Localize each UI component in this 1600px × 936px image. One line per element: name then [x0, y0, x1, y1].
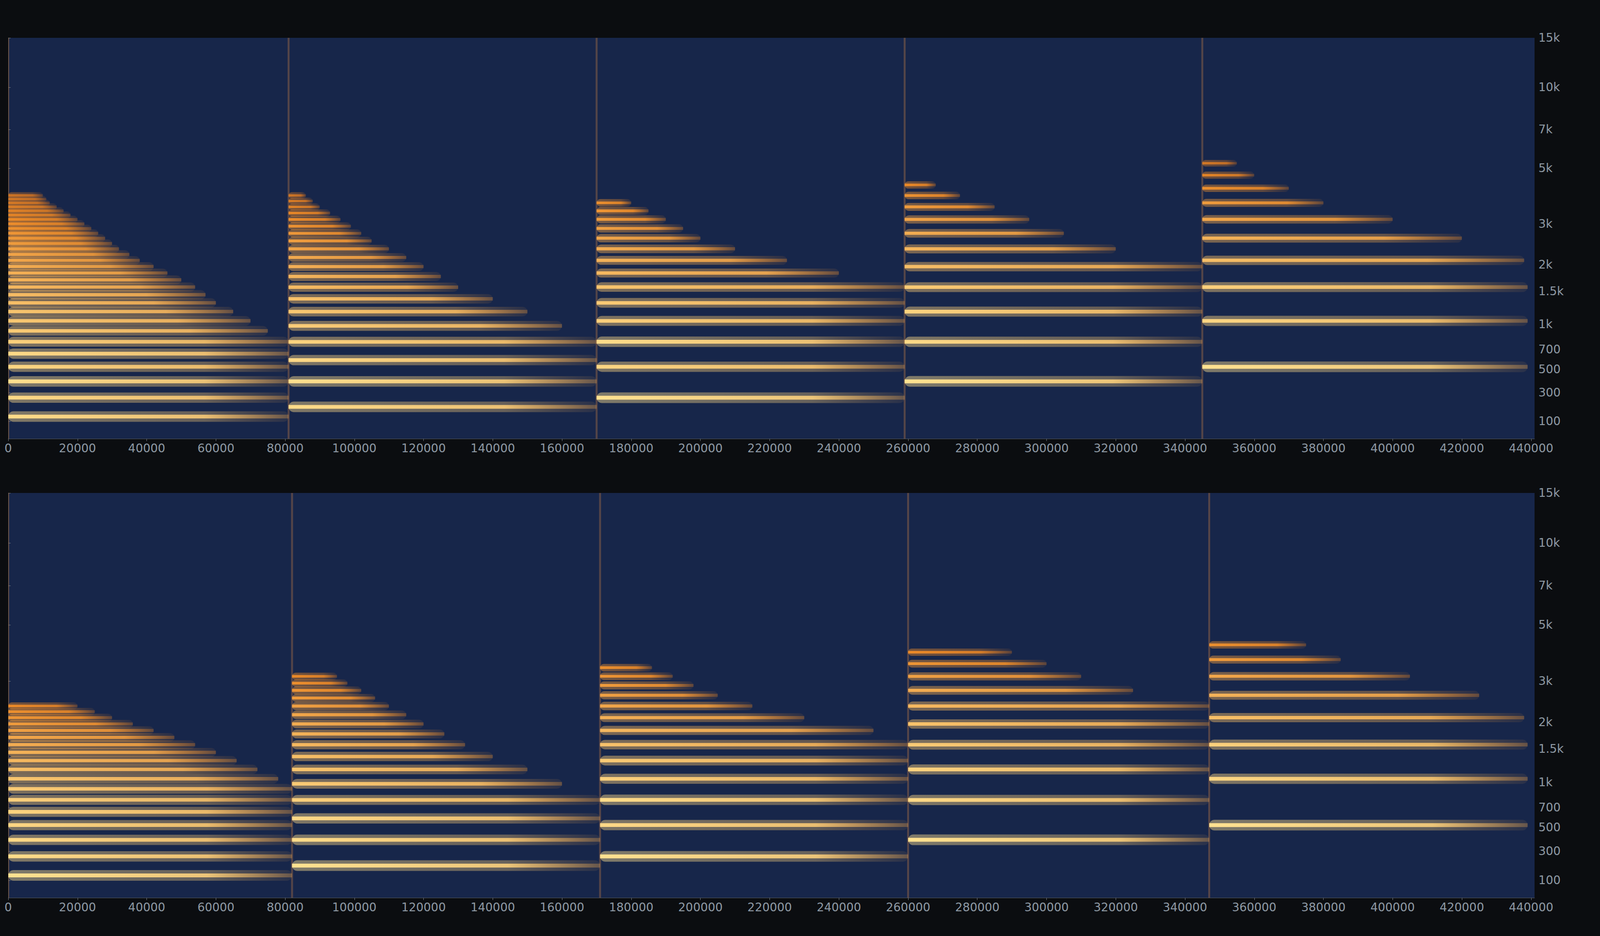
svg-text:15k: 15k [1538, 31, 1561, 45]
svg-text:10k: 10k [1538, 536, 1561, 550]
svg-text:280000: 280000 [955, 441, 1000, 456]
svg-text:180000: 180000 [608, 441, 654, 456]
svg-text:40000: 40000 [128, 441, 165, 456]
svg-text:120000: 120000 [401, 900, 447, 915]
svg-text:0: 0 [4, 900, 12, 915]
svg-text:1.5k: 1.5k [1538, 742, 1564, 756]
svg-text:200000: 200000 [678, 441, 723, 456]
svg-text:700: 700 [1538, 800, 1561, 815]
svg-text:2k: 2k [1538, 715, 1553, 730]
svg-text:60000: 60000 [197, 441, 235, 456]
svg-text:100000: 100000 [332, 900, 377, 915]
svg-text:120000: 120000 [401, 441, 447, 456]
svg-text:420000: 420000 [1439, 441, 1485, 456]
svg-text:200000: 200000 [678, 900, 723, 915]
svg-text:180000: 180000 [608, 900, 654, 915]
svg-text:100000: 100000 [332, 441, 377, 456]
svg-text:260000: 260000 [885, 441, 931, 456]
svg-text:20000: 20000 [59, 900, 96, 915]
svg-text:60000: 60000 [197, 900, 235, 915]
svg-text:10k: 10k [1538, 80, 1561, 95]
svg-text:3k: 3k [1538, 217, 1553, 231]
svg-text:1k: 1k [1538, 317, 1553, 332]
svg-text:500: 500 [1538, 362, 1561, 377]
svg-text:500: 500 [1538, 820, 1561, 835]
svg-text:340000: 340000 [1162, 441, 1208, 456]
svg-text:1k: 1k [1538, 775, 1553, 790]
svg-text:240000: 240000 [816, 441, 862, 456]
svg-text:220000: 220000 [747, 900, 793, 915]
svg-text:5k: 5k [1538, 618, 1553, 632]
svg-text:700: 700 [1538, 342, 1561, 357]
svg-text:2k: 2k [1538, 257, 1553, 272]
svg-text:160000: 160000 [539, 900, 585, 915]
svg-text:360000: 360000 [1232, 441, 1277, 456]
svg-text:140000: 140000 [470, 441, 516, 456]
svg-text:300000: 300000 [1024, 441, 1070, 456]
svg-text:260000: 260000 [885, 900, 931, 915]
svg-text:320000: 320000 [1093, 441, 1138, 456]
svg-text:420000: 420000 [1439, 900, 1485, 915]
svg-text:220000: 220000 [747, 441, 793, 456]
svg-text:300000: 300000 [1024, 900, 1070, 915]
svg-text:280000: 280000 [955, 900, 1000, 915]
svg-text:140000: 140000 [470, 900, 516, 915]
svg-text:440000: 440000 [1508, 900, 1554, 915]
svg-text:340000: 340000 [1162, 900, 1208, 915]
svg-text:400000: 400000 [1370, 900, 1416, 915]
svg-text:380000: 380000 [1301, 441, 1346, 456]
svg-text:160000: 160000 [539, 441, 585, 456]
svg-text:80000: 80000 [266, 441, 304, 456]
svg-text:1.5k: 1.5k [1538, 284, 1564, 299]
svg-text:15k: 15k [1538, 486, 1561, 500]
svg-text:80000: 80000 [266, 900, 304, 915]
svg-text:100: 100 [1538, 873, 1561, 888]
svg-text:240000: 240000 [816, 900, 862, 915]
svg-text:440000: 440000 [1508, 441, 1554, 456]
svg-text:20000: 20000 [59, 441, 96, 456]
svg-text:400000: 400000 [1370, 441, 1416, 456]
svg-text:7k: 7k [1538, 122, 1553, 137]
svg-text:100: 100 [1538, 414, 1561, 429]
svg-text:320000: 320000 [1093, 900, 1138, 915]
svg-text:0: 0 [4, 441, 12, 456]
svg-text:380000: 380000 [1301, 900, 1346, 915]
svg-text:40000: 40000 [128, 900, 165, 915]
svg-text:3k: 3k [1538, 674, 1553, 688]
svg-text:360000: 360000 [1232, 900, 1277, 915]
svg-text:300: 300 [1538, 844, 1561, 859]
svg-text:5k: 5k [1538, 161, 1553, 176]
svg-text:7k: 7k [1538, 578, 1553, 593]
svg-text:300: 300 [1538, 385, 1561, 400]
